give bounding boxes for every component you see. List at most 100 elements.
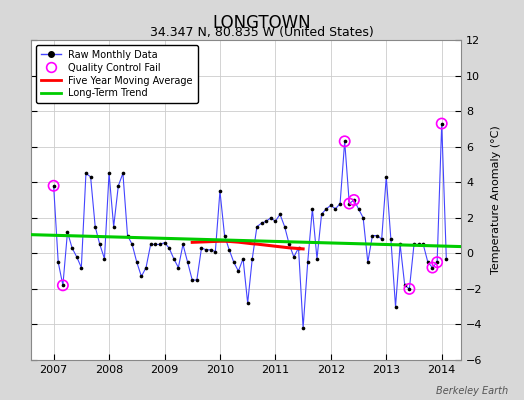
Point: [128, 241, 136, 248]
Point: [72, 254, 81, 260]
Point: [202, 246, 210, 253]
Point: [68, 245, 77, 251]
Point: [359, 214, 367, 221]
Point: [262, 218, 270, 224]
Point: [326, 202, 335, 208]
Point: [414, 241, 423, 248]
Point: [95, 241, 104, 248]
Point: [410, 241, 418, 248]
Point: [299, 325, 307, 331]
Point: [308, 206, 316, 212]
Point: [248, 256, 256, 262]
Text: Berkeley Earth: Berkeley Earth: [436, 386, 508, 396]
Text: LONGTOWN: LONGTOWN: [213, 14, 311, 32]
Point: [290, 254, 298, 260]
Point: [438, 120, 446, 127]
Point: [188, 277, 196, 283]
Point: [91, 224, 100, 230]
Point: [382, 174, 390, 180]
Point: [146, 241, 155, 248]
Point: [59, 282, 67, 288]
Point: [257, 220, 266, 226]
Point: [267, 214, 275, 221]
Point: [244, 300, 252, 306]
Point: [391, 304, 400, 310]
Point: [280, 224, 289, 230]
Point: [294, 245, 303, 251]
Point: [433, 259, 441, 266]
Point: [313, 256, 321, 262]
Point: [105, 170, 113, 176]
Point: [110, 224, 118, 230]
Point: [438, 120, 446, 127]
Point: [142, 264, 150, 271]
Point: [230, 259, 238, 266]
Point: [341, 138, 349, 144]
Point: [49, 182, 58, 189]
Point: [123, 232, 132, 239]
Point: [179, 241, 187, 248]
Point: [82, 170, 90, 176]
Point: [59, 282, 67, 288]
Point: [419, 241, 428, 248]
Point: [271, 218, 280, 224]
Point: [114, 182, 123, 189]
Point: [137, 273, 146, 280]
Point: [368, 232, 377, 239]
Point: [350, 197, 358, 203]
Point: [442, 256, 451, 262]
Point: [160, 240, 169, 246]
Point: [239, 256, 247, 262]
Point: [285, 241, 293, 248]
Point: [318, 211, 326, 218]
Point: [77, 264, 85, 271]
Point: [322, 206, 331, 212]
Point: [216, 188, 224, 194]
Y-axis label: Temperature Anomaly (°C): Temperature Anomaly (°C): [491, 126, 501, 274]
Point: [341, 138, 349, 144]
Point: [174, 264, 182, 271]
Point: [151, 241, 159, 248]
Point: [156, 241, 164, 248]
Point: [387, 236, 395, 242]
Point: [170, 256, 178, 262]
Point: [354, 206, 363, 212]
Point: [193, 277, 201, 283]
Point: [234, 268, 243, 274]
Point: [133, 259, 141, 266]
Point: [253, 224, 261, 230]
Point: [424, 259, 432, 266]
Point: [86, 174, 95, 180]
Point: [364, 259, 372, 266]
Point: [198, 245, 206, 251]
Text: 34.347 N, 80.835 W (United States): 34.347 N, 80.835 W (United States): [150, 26, 374, 39]
Point: [276, 211, 284, 218]
Point: [183, 259, 192, 266]
Point: [345, 200, 354, 207]
Point: [336, 200, 344, 207]
Point: [331, 206, 340, 212]
Point: [428, 264, 436, 271]
Point: [165, 245, 173, 251]
Point: [405, 286, 413, 292]
Point: [345, 200, 354, 207]
Point: [221, 232, 229, 239]
Point: [400, 282, 409, 288]
Point: [211, 248, 220, 255]
Point: [428, 264, 436, 271]
Point: [303, 259, 312, 266]
Point: [396, 241, 405, 248]
Point: [206, 246, 215, 253]
Point: [433, 259, 441, 266]
Point: [225, 246, 233, 253]
Point: [49, 182, 58, 189]
Point: [350, 197, 358, 203]
Point: [405, 286, 413, 292]
Point: [100, 256, 108, 262]
Point: [119, 170, 127, 176]
Point: [373, 232, 381, 239]
Point: [54, 259, 62, 266]
Legend: Raw Monthly Data, Quality Control Fail, Five Year Moving Average, Long-Term Tren: Raw Monthly Data, Quality Control Fail, …: [36, 45, 198, 103]
Point: [377, 236, 386, 242]
Point: [63, 229, 72, 235]
